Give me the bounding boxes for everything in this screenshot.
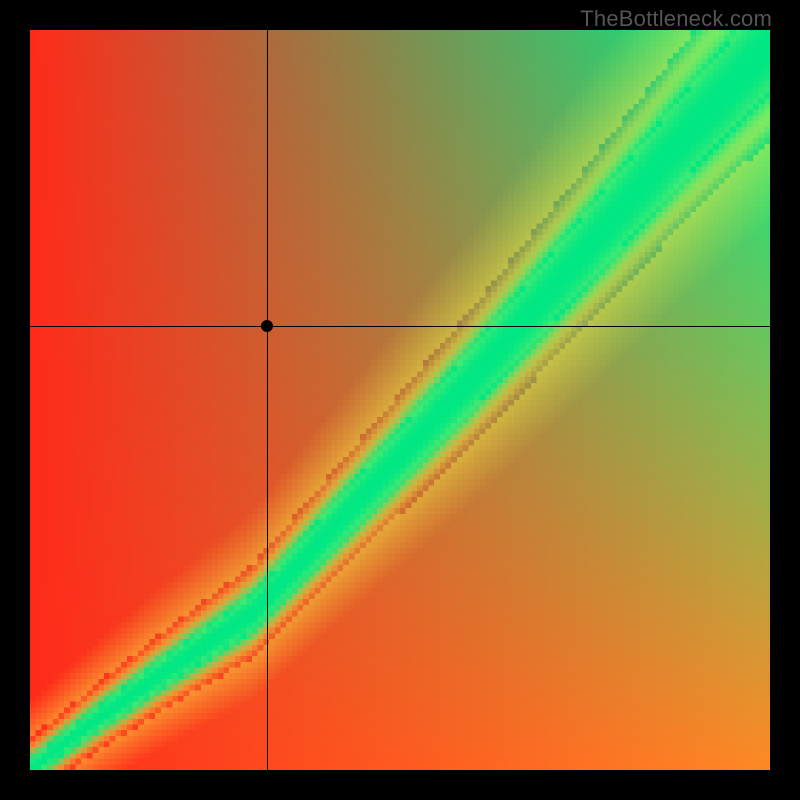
chart-container: TheBottleneck.com: [0, 0, 800, 800]
data-point-marker: [261, 320, 273, 332]
crosshair-vertical: [267, 30, 268, 770]
heatmap-plot: [30, 30, 770, 770]
heatmap-canvas: [30, 30, 770, 770]
watermark-text: TheBottleneck.com: [580, 6, 772, 32]
crosshair-horizontal: [30, 326, 770, 327]
